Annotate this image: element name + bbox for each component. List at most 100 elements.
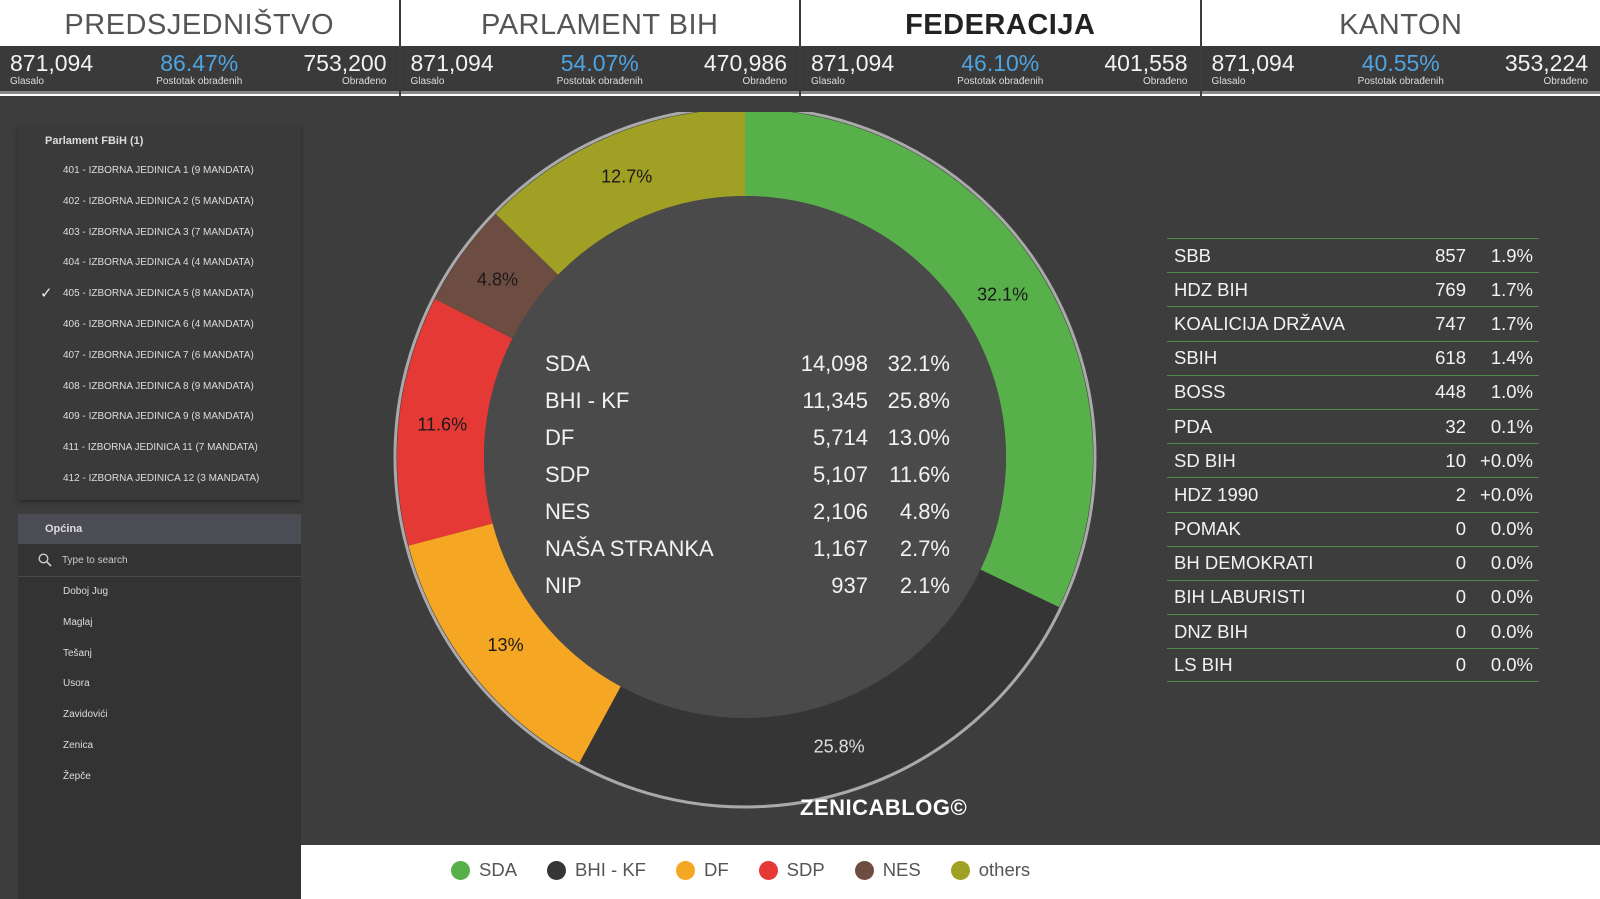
tab-title: PARLAMENT BIH <box>481 9 719 41</box>
electoral-unit-label: 411 - IZBORNA JEDINICA 11 (7 MANDATA) <box>63 442 258 454</box>
slice-bhi-kf[interactable] <box>579 569 1059 805</box>
municipality-item[interactable]: Usora <box>63 678 90 690</box>
party-name: SBIH <box>1174 347 1218 369</box>
party-votes: 0 <box>1455 654 1466 676</box>
legend-item[interactable]: BHI - KF <box>547 859 646 881</box>
party-percent: 0.0% <box>1490 552 1533 574</box>
party-votes: 2 <box>1455 483 1466 505</box>
party-name: BOSS <box>1174 381 1226 403</box>
party-votes: 937 <box>831 572 868 598</box>
slice-sdp[interactable] <box>397 299 513 546</box>
tab-0[interactable]: PREDSJEDNIŠTVO 871,094 Glasalo 86.47% Po… <box>0 0 401 96</box>
party-name: DNZ BIH <box>1174 620 1248 642</box>
electoral-unit-item[interactable]: 401 - IZBORNA JEDINICA 1 (9 MANDATA) <box>18 156 301 187</box>
other-party-row: POMAK 0 0.0% <box>1167 511 1539 546</box>
legend-label: SDA <box>479 859 518 880</box>
processed-percent-label: Postotak obrađenih <box>556 76 643 87</box>
legend-label: NES <box>882 859 921 880</box>
tab-2[interactable]: FEDERACIJA 871,094 Glasalo 46.10% Postot… <box>801 0 1202 96</box>
election-tabs: PREDSJEDNIŠTVO 871,094 Glasalo 86.47% Po… <box>0 0 1600 96</box>
other-party-row: PDA 32 0.1% <box>1167 408 1539 443</box>
electoral-unit-item[interactable]: 408 - IZBORNA JEDINICA 8 (9 MANDATA) <box>18 372 301 403</box>
party-name: BH DEMOKRATI <box>1174 552 1314 574</box>
electoral-unit-item[interactable]: 403 - IZBORNA JEDINICA 3 (7 MANDATA) <box>18 218 301 249</box>
slice-label: 12.7% <box>601 166 652 186</box>
municipality-filter-title: Općina <box>18 514 301 544</box>
party-percent: +0.0% <box>1480 449 1533 471</box>
processed-percent-value: 40.55% <box>1361 50 1440 76</box>
electoral-unit-label: 409 - IZBORNA JEDINICA 9 (8 MANDATA) <box>63 411 254 423</box>
party-percent: 32.1% <box>887 350 950 376</box>
tab-3[interactable]: KANTON 871,094 Glasalo 40.55% Postotak o… <box>1201 0 1600 96</box>
electoral-unit-item[interactable]: 402 - IZBORNA JEDINICA 2 (5 MANDATA) <box>18 187 301 218</box>
processed-value: 470,986 <box>703 50 787 76</box>
legend-swatch <box>451 860 470 880</box>
party-percent: 0.0% <box>1490 620 1533 642</box>
legend-item[interactable]: NES <box>854 859 921 881</box>
slice-label: 32.1% <box>977 285 1028 305</box>
party-percent: 25.8% <box>887 387 950 413</box>
search-input[interactable] <box>62 554 262 566</box>
party-votes: 5,714 <box>812 424 868 450</box>
slice-df[interactable] <box>408 523 621 764</box>
tab-1[interactable]: PARLAMENT BIH 871,094 Glasalo 54.07% Pos… <box>400 0 801 96</box>
municipality-filter-panel: Općina Doboj Jug Maglaj Tešanj Usora Zavidov… <box>18 514 301 899</box>
party-percent: 0.0% <box>1490 518 1533 540</box>
municipality-search[interactable] <box>18 544 301 577</box>
legend-item[interactable]: others <box>950 859 1030 881</box>
voted-label: Glasalo <box>410 76 445 87</box>
electoral-unit-item[interactable]: 404 - IZBORNA JEDINICA 4 (4 MANDATA) <box>18 248 301 279</box>
party-name: SBB <box>1174 244 1212 266</box>
municipality-item[interactable]: Doboj Jug <box>63 586 109 597</box>
party-name: NIP <box>545 572 582 598</box>
municipality-item[interactable]: Zavidovići <box>63 709 108 721</box>
electoral-unit-item[interactable]: 407 - IZBORNA JEDINICA 7 (6 MANDATA) <box>18 341 301 372</box>
slice-nes[interactable] <box>434 214 559 339</box>
electoral-unit-item[interactable]: 412 - IZBORNA JEDINICA 12 (3 MANDATA) <box>18 464 301 495</box>
municipality-item[interactable]: Žepče <box>63 770 91 782</box>
electoral-unit-item[interactable]: ✓ 405 - IZBORNA JEDINICA 5 (8 MANDATA) <box>18 279 301 310</box>
municipality-item[interactable]: Maglaj <box>63 616 93 628</box>
tab-title: PREDSJEDNIŠTVO <box>64 9 335 41</box>
slice-label: 25.8% <box>814 737 865 757</box>
party-votes: 10 <box>1445 449 1466 471</box>
slice-others[interactable] <box>495 112 745 275</box>
center-table-row: NIP 937 2.1% <box>545 567 950 604</box>
voted-value: 871,094 <box>811 50 895 76</box>
party-votes: 747 <box>1435 312 1466 334</box>
party-name: BIH LABURISTI <box>1174 586 1306 608</box>
party-name: HDZ BIH <box>1174 278 1248 300</box>
other-party-row: BH DEMOKRATI 0 0.0% <box>1167 545 1539 580</box>
party-name: KOALICIJA DRŽAVA <box>1174 312 1345 334</box>
legend-label: SDP <box>786 859 825 880</box>
center-table-row: NAŠA STRANKA 1,167 2.7% <box>545 530 950 567</box>
slice-sda[interactable] <box>745 112 1093 608</box>
processed-label: Obrađeno <box>1143 76 1188 87</box>
party-name: BHI - KF <box>545 387 630 413</box>
electoral-unit-label: 408 - IZBORNA JEDINICA 8 (9 MANDATA) <box>63 380 254 392</box>
legend-label: BHI - KF <box>575 859 646 880</box>
party-votes: 0 <box>1455 552 1466 574</box>
electoral-unit-item[interactable]: 411 - IZBORNA JEDINICA 11 (7 MANDATA) <box>18 433 301 464</box>
legend-label: DF <box>703 859 729 880</box>
voted-label: Glasalo <box>811 76 845 87</box>
party-percent: 0.0% <box>1490 654 1533 676</box>
legend-item[interactable]: DF <box>675 859 729 881</box>
processed-percent-value: 86.47% <box>160 50 239 76</box>
electoral-unit-item[interactable]: 409 - IZBORNA JEDINICA 9 (8 MANDATA) <box>18 402 301 433</box>
center-results-table: SDA 14,098 32.1% BHI - KF 11,345 25.8% DF … <box>545 345 950 604</box>
legend-item[interactable]: SDP <box>758 859 825 881</box>
party-name: SDA <box>545 350 591 376</box>
other-party-row: SBIH 618 1.4% <box>1167 340 1539 375</box>
party-percent: 1.7% <box>1490 312 1533 334</box>
municipality-item[interactable]: Zenica <box>63 739 94 751</box>
legend-swatch <box>675 860 695 880</box>
municipality-item[interactable]: Tešanj <box>63 647 92 659</box>
party-votes: 0 <box>1455 586 1466 608</box>
electoral-unit-item[interactable]: 406 - IZBORNA JEDINICA 6 (4 MANDATA) <box>18 310 301 341</box>
processed-percent-stat: 54.07% Postotak obrađenih <box>401 50 800 87</box>
electoral-unit-label: 403 - IZBORNA JEDINICA 3 (7 MANDATA) <box>63 226 254 238</box>
processed-percent-stat: 46.10% Postotak obrađenih <box>801 50 1200 87</box>
legend-item[interactable]: SDA <box>451 859 517 881</box>
slice-label: 4.8% <box>477 270 518 290</box>
